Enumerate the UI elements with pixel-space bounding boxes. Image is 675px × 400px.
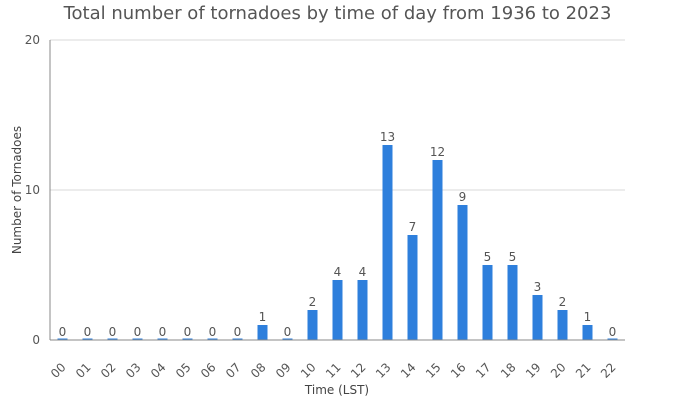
data-label: 1 — [259, 310, 267, 324]
chart-title: Total number of tornadoes by time of day… — [63, 3, 612, 24]
data-label: 0 — [284, 325, 292, 339]
data-label: 1 — [584, 310, 592, 324]
x-tick-label: 05 — [173, 360, 194, 381]
data-label: 0 — [159, 325, 167, 339]
bar — [257, 325, 268, 340]
bar — [157, 338, 168, 340]
bar — [382, 145, 393, 340]
x-tick-label: 15 — [423, 360, 444, 381]
x-tick-label: 12 — [348, 360, 369, 381]
bar — [332, 280, 343, 340]
x-tick-label: 01 — [73, 360, 94, 381]
data-label: 0 — [609, 325, 617, 339]
x-tick-label: 17 — [473, 360, 494, 381]
bar — [557, 310, 568, 340]
x-tick-label: 11 — [323, 360, 344, 381]
x-tick-label: 13 — [373, 360, 394, 381]
bar — [207, 338, 218, 340]
bar — [232, 338, 243, 340]
bar — [507, 265, 518, 340]
x-tick-label: 20 — [548, 360, 569, 381]
grid-lines — [50, 39, 625, 191]
bar — [457, 205, 468, 340]
x-tick-label: 19 — [523, 360, 544, 381]
data-label: 0 — [109, 325, 117, 339]
data-label: 5 — [484, 250, 492, 264]
data-label: 3 — [534, 280, 542, 294]
bar — [607, 338, 618, 340]
data-label: 0 — [184, 325, 192, 339]
bar — [407, 235, 418, 340]
x-tick-label: 03 — [123, 360, 144, 381]
data-labels: 0 0 0 0 0 0 0 0 1 0 2 4 4 13 7 12 9 5 5 3 2 1 0 — [59, 130, 617, 339]
data-label: 5 — [509, 250, 517, 264]
data-label: 0 — [134, 325, 142, 339]
data-label: 0 — [209, 325, 217, 339]
data-label: 0 — [234, 325, 242, 339]
y-tick-label: 0 — [32, 333, 40, 347]
x-tick-label: 09 — [273, 360, 294, 381]
x-tick-label: 10 — [298, 360, 319, 381]
x-tick-label: 02 — [98, 360, 119, 381]
data-label: 2 — [309, 295, 317, 309]
y-tick-label: 20 — [25, 33, 40, 47]
data-label: 4 — [334, 265, 342, 279]
bar — [582, 325, 593, 340]
bar — [357, 280, 368, 340]
bar — [532, 295, 543, 340]
data-label: 2 — [559, 295, 567, 309]
y-axis-title: Number of Tornadoes — [10, 126, 24, 254]
x-axis: 00 01 02 03 04 05 06 07 08 09 10 11 12 13 14 15 16 17 18 19… — [48, 339, 625, 381]
bar — [282, 338, 293, 340]
data-label: 0 — [59, 325, 67, 339]
bar — [107, 338, 118, 340]
bar — [132, 338, 143, 340]
y-tick-label: 10 — [25, 183, 40, 197]
data-label: 4 — [359, 265, 367, 279]
bar — [182, 338, 193, 340]
x-tick-label: 07 — [223, 360, 244, 381]
x-tick-label: 00 — [48, 360, 69, 381]
bar — [307, 310, 318, 340]
x-tick-label: 21 — [573, 360, 594, 381]
x-tick-label: 08 — [248, 360, 269, 381]
bars — [57, 145, 618, 340]
y-axis: 0 10 20 — [25, 33, 51, 347]
data-label: 12 — [430, 145, 445, 159]
bar — [432, 160, 443, 340]
x-tick-label: 04 — [148, 360, 169, 381]
data-label: 7 — [409, 220, 417, 234]
x-tick-label: 06 — [198, 360, 219, 381]
data-label: 9 — [459, 190, 467, 204]
x-tick-label: 18 — [498, 360, 519, 381]
x-tick-label: 16 — [448, 360, 469, 381]
data-label: 0 — [84, 325, 92, 339]
x-axis-title: Time (LST) — [304, 383, 369, 397]
bar — [82, 338, 93, 340]
x-tick-label: 22 — [598, 360, 619, 381]
bar — [482, 265, 493, 340]
bar — [57, 338, 68, 340]
data-label: 13 — [380, 130, 395, 144]
x-tick-label: 14 — [398, 360, 419, 381]
